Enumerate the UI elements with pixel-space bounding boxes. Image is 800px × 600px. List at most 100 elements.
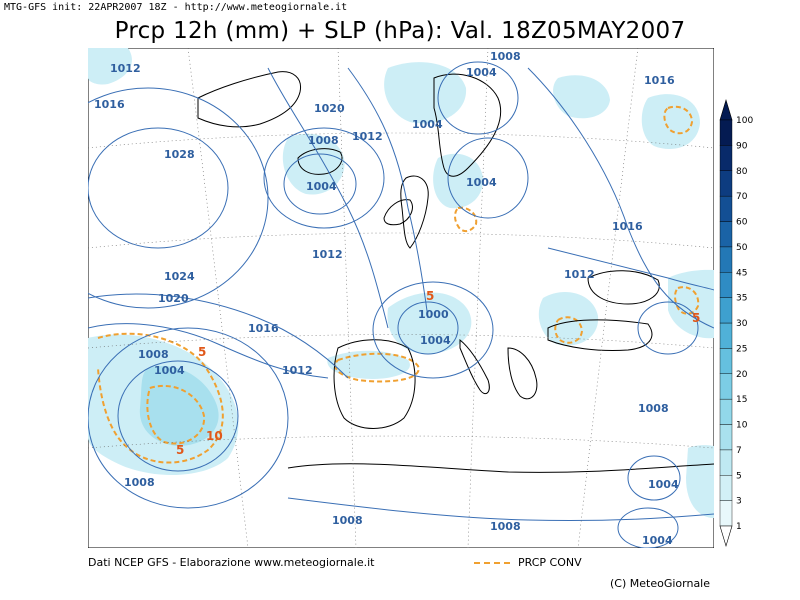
colorbar-box — [719, 500, 733, 527]
isobar-1016-a — [88, 293, 349, 379]
precip-label: 5 — [176, 443, 184, 457]
copyright: (C) MeteoGiornale — [610, 577, 711, 590]
conv-legend: PRCP CONV — [474, 556, 582, 569]
isobar-label: 1016 — [612, 220, 643, 233]
coast-north-africa — [287, 463, 714, 473]
isobar-low-1008 — [88, 327, 289, 509]
graticule — [88, 48, 714, 548]
coast-britain — [400, 175, 429, 249]
convective-contours — [97, 105, 700, 464]
isobars — [88, 61, 714, 548]
colorbar-box — [719, 348, 733, 374]
coast-turkey — [547, 319, 653, 351]
precip-label: 5 — [692, 311, 700, 325]
conv-contour-atlantic-inner — [146, 385, 206, 445]
colorbar-box — [719, 398, 733, 425]
colorbar-level-label: 30 — [736, 319, 748, 329]
colorbar-top-arrow — [719, 98, 733, 121]
coast-ireland — [383, 199, 413, 226]
isobar-1004-d — [447, 137, 529, 219]
isobar-label: 1024 — [164, 270, 195, 283]
isobar-label: 1004 — [412, 118, 443, 131]
precip-label: 10 — [206, 429, 223, 443]
precip-area-greenland — [88, 48, 132, 85]
colorbar-level-label: 100 — [736, 116, 753, 126]
isobar-label: 1008 — [490, 50, 521, 63]
isobar-label: 1012 — [352, 130, 383, 143]
model-run-header: MTG-GFS init: 22APR2007 18Z - http://www… — [4, 2, 348, 13]
isobar-label: 1012 — [110, 62, 141, 75]
colorbar-level-label: 1 — [736, 522, 742, 532]
isobar-label: 1012 — [564, 268, 595, 281]
coastlines — [197, 71, 714, 473]
conv-legend-label: PRCP CONV — [518, 556, 582, 569]
isobar-high-1028 — [88, 127, 229, 249]
isobar-label: 1028 — [164, 148, 195, 161]
isobar-labels: 1012 1016 1028 1020 1008 1012 1004 1004 … — [94, 50, 679, 547]
isobar-label: 1008 — [124, 476, 155, 489]
isobar-1012-c — [547, 247, 714, 291]
isobar-label: 1008 — [332, 514, 363, 527]
coast-greece — [507, 347, 538, 400]
colorbar-bottom-arrow — [719, 525, 733, 548]
conv-legend-line — [474, 562, 510, 564]
colorbar-level-label: 70 — [736, 192, 748, 202]
colorbar-level-label: 3 — [736, 497, 742, 507]
precip-label: 5 — [198, 345, 206, 359]
colorbar-box — [719, 145, 733, 171]
isobar-label: 1020 — [314, 102, 345, 115]
isobar-label: 1004 — [648, 478, 679, 491]
isobar-1012-a — [88, 323, 329, 379]
isobar-label: 1008 — [638, 402, 669, 415]
isobar-1012-b — [347, 67, 429, 319]
precip-area-baltic — [433, 153, 484, 209]
precip-area-middle-east — [686, 445, 714, 518]
colorbar-level-label: 7 — [736, 446, 742, 456]
isobar-label: 1020 — [158, 292, 189, 305]
isobar-label: 1016 — [94, 98, 125, 111]
conv-contour-balkans — [554, 316, 584, 344]
colorbar-box — [719, 272, 733, 298]
colorbar-box — [719, 297, 733, 324]
isobar-label: 1004 — [642, 534, 673, 547]
conv-contour-black-sea — [674, 286, 700, 315]
colorbar-boxes — [719, 98, 733, 548]
colorbar-level-label: 5 — [736, 471, 742, 481]
colorbar-level-label: 10 — [736, 421, 748, 431]
colorbar-level-label: 80 — [736, 167, 748, 177]
isobar-label: 1012 — [312, 248, 343, 261]
colorbar-level-label: 60 — [736, 218, 748, 228]
colorbar-level-label: 35 — [736, 294, 747, 304]
isobar-1008-iceland — [263, 127, 385, 229]
colorbar-level-label: 45 — [736, 268, 747, 278]
precip-area-balkans — [538, 292, 599, 346]
coast-italy — [459, 338, 490, 395]
isobar-1008-e — [287, 497, 714, 522]
isobar-low-1004 — [117, 360, 239, 472]
isobar-label: 1004 — [466, 176, 497, 189]
isobar-1004-c — [437, 61, 519, 135]
isobar-label: 1016 — [248, 322, 279, 335]
coast-iceland — [297, 148, 343, 175]
conv-contour-atlantic — [97, 332, 224, 464]
colorbar-box — [719, 221, 733, 248]
isobar-low-1004-iceland — [283, 153, 357, 215]
colorbar-box — [719, 373, 733, 400]
colorbar-box — [719, 195, 733, 222]
precip-area-russia — [553, 75, 610, 119]
conv-contour-biscay — [334, 352, 420, 383]
colorbar-box — [719, 322, 733, 349]
isobar-label: 1004 — [466, 66, 497, 79]
isobar-1020-b — [267, 67, 389, 329]
conv-contour-urals — [663, 105, 694, 135]
coast-black-sea — [587, 270, 660, 305]
precip-labels: 5 5 5 10 5 — [176, 289, 700, 457]
colorbar-level-label: 90 — [736, 141, 748, 151]
isobar-1004-e — [627, 455, 681, 501]
isobar-1008-d — [637, 301, 699, 355]
isobar-label: 1004 — [154, 364, 185, 377]
colorbar-level-label: 50 — [736, 243, 748, 253]
precip-label: 5 — [426, 289, 434, 303]
